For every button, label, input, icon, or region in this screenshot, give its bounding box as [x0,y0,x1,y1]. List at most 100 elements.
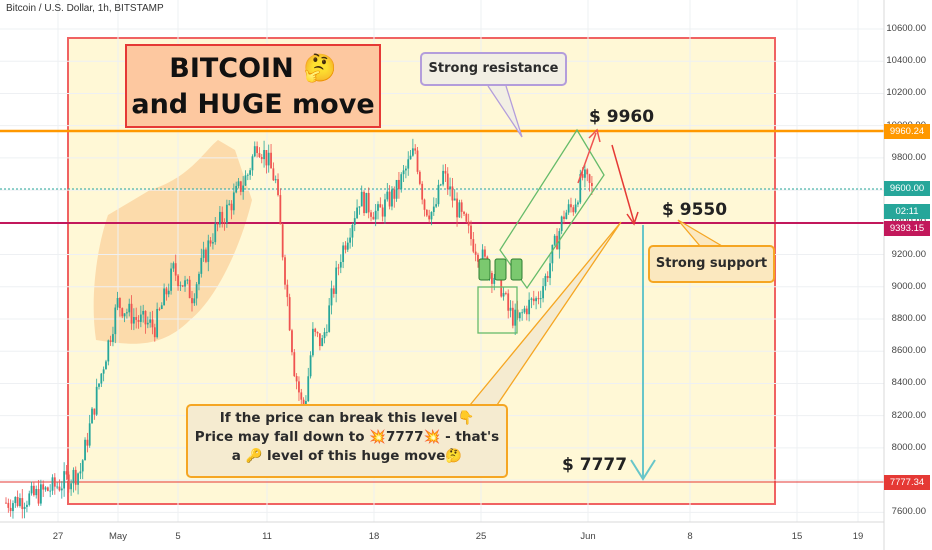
price-axis-tick: 10600.00 [886,23,926,34]
candle-body [167,290,170,295]
candle-body [65,471,68,475]
candle-body [216,223,219,225]
candle-body [81,460,84,472]
candle-body [565,212,568,220]
candle-body [165,288,168,295]
candle-body [318,333,321,347]
candle-body [126,312,128,314]
support-price-tag: 9393.15 [884,221,930,236]
candle-body [314,328,317,332]
candle-body [98,383,100,387]
candle-body [330,288,333,306]
candle-body [225,204,228,223]
candle-body [514,309,517,326]
candle-body [504,293,507,294]
candle-body [507,293,510,311]
candle-body [581,174,584,178]
candle-body [351,224,354,238]
candle-body [265,150,268,166]
candle-body [172,263,175,269]
candle-body [291,330,293,353]
candle-body [214,223,217,243]
candle-body [532,298,535,302]
candle-body [579,174,582,203]
price-label-mid: $ 9550 [662,200,728,220]
candle-body [591,182,593,187]
price-axis-tick: 8000.00 [891,441,926,453]
candle-body [209,240,212,244]
candle-body [423,199,426,210]
candle-body [342,245,345,262]
candle-body [442,170,444,185]
candle-body [544,275,547,287]
price-axis-tick: 9800.00 [891,151,926,163]
candle-body [16,496,19,506]
candle-body [205,249,207,262]
candle-body [35,488,38,496]
candle-body [135,317,138,320]
candle-body [409,155,412,160]
grid-lines [0,0,884,522]
info-line-3: a 🔑 level of this huge move🤔 [231,448,463,464]
candle-body [160,305,163,309]
candle-body [219,211,221,225]
candle-body [570,204,572,208]
candle-body [95,386,98,415]
candle-body [72,469,75,484]
trend-highlight [93,140,252,344]
candle-body [21,498,24,510]
title-line-2: and HUGE move [131,89,375,120]
candle-body [456,198,458,218]
price-label-high: $ 9960 [589,107,655,127]
candle-body [277,179,279,196]
candle-body [560,216,563,232]
price-axis-tick: 10400.00 [886,55,926,67]
price-axis-tick: 8400.00 [891,377,926,389]
candle-body [298,381,300,393]
candle-body [518,312,521,319]
candle-body [332,288,335,294]
candle-body [472,239,475,252]
candle-body [91,408,93,424]
candle-body [121,308,124,317]
candle-body [481,249,484,264]
candle-body [451,186,454,201]
candle-body [5,502,7,504]
candle-body [528,299,531,315]
candle-body [346,242,349,250]
candle-body [151,319,154,328]
candle-body [465,213,468,222]
candle-body [574,204,577,213]
candle-body [28,493,31,505]
candle-body [202,249,205,258]
candle-body [356,207,358,219]
candle-body [421,183,424,200]
candle-body [39,484,42,504]
candle-body [460,202,463,212]
candle-body [244,175,247,186]
candle-body [112,334,114,342]
candle-body [249,170,252,175]
candle-body [500,268,503,297]
consolidation-box [477,286,518,334]
time-axis-tick: 27 [52,531,64,542]
candle-body [100,373,103,384]
candle-body [416,150,419,172]
candle-body [439,184,442,186]
up-projection-arrow [577,132,597,184]
title-line-1: BITCOIN 🤔 [169,53,337,84]
candle-body [44,487,47,490]
candle-body [128,303,131,313]
candle-body [181,285,184,287]
candle-body [379,204,382,208]
candle-body [42,484,45,490]
candle-body [146,322,149,325]
candle-body [46,487,49,491]
candle-body [33,485,35,496]
candle-body [251,156,254,171]
candle-body [7,502,10,508]
candle-body [328,305,331,332]
candle-body [253,146,256,157]
candle-body [223,222,226,223]
target-arrow-head [630,459,656,481]
